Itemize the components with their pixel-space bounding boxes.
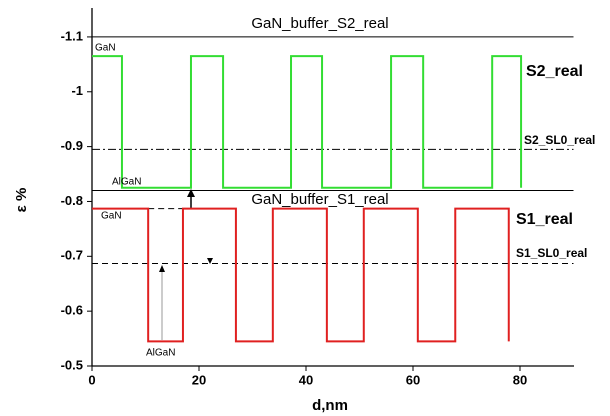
y-axis-label: ε % bbox=[13, 188, 30, 213]
y-tick-label: -0.9 bbox=[61, 138, 83, 153]
series-line bbox=[92, 207, 510, 343]
series-label: S2_real bbox=[526, 63, 583, 80]
reference-label: S2_SL0_real bbox=[524, 133, 595, 147]
x-tick-label: 80 bbox=[513, 372, 527, 387]
y-tick-label: -0.8 bbox=[61, 193, 83, 208]
y-tick-label: -1.1 bbox=[61, 28, 83, 43]
y-tick-label: -0.6 bbox=[61, 303, 83, 318]
x-tick-label: 0 bbox=[88, 372, 95, 387]
reference-label: S1_SL0_real bbox=[516, 246, 587, 260]
reference-label: GaN_buffer_S2_real bbox=[251, 15, 388, 32]
y-tick-label: -1 bbox=[71, 83, 83, 98]
arrowhead bbox=[159, 265, 165, 272]
x-axis-label: d,nm bbox=[312, 397, 348, 414]
arrowhead bbox=[187, 189, 195, 197]
annotation: AlGaN bbox=[146, 348, 175, 359]
arrowhead bbox=[207, 258, 213, 264]
series-line bbox=[92, 55, 523, 189]
y-tick-label: -0.5 bbox=[61, 357, 83, 372]
series-label: S1_real bbox=[516, 211, 573, 228]
annotation: AlGaN bbox=[112, 177, 141, 188]
annotation: GaN bbox=[101, 211, 122, 222]
x-tick-label: 60 bbox=[406, 372, 420, 387]
x-tick-label: 20 bbox=[192, 372, 206, 387]
reference-label: GaN_buffer_S1_real bbox=[251, 191, 388, 208]
x-tick-label: 40 bbox=[299, 372, 313, 387]
annotation: GaN bbox=[95, 43, 116, 54]
y-tick-label: -0.7 bbox=[61, 248, 83, 263]
